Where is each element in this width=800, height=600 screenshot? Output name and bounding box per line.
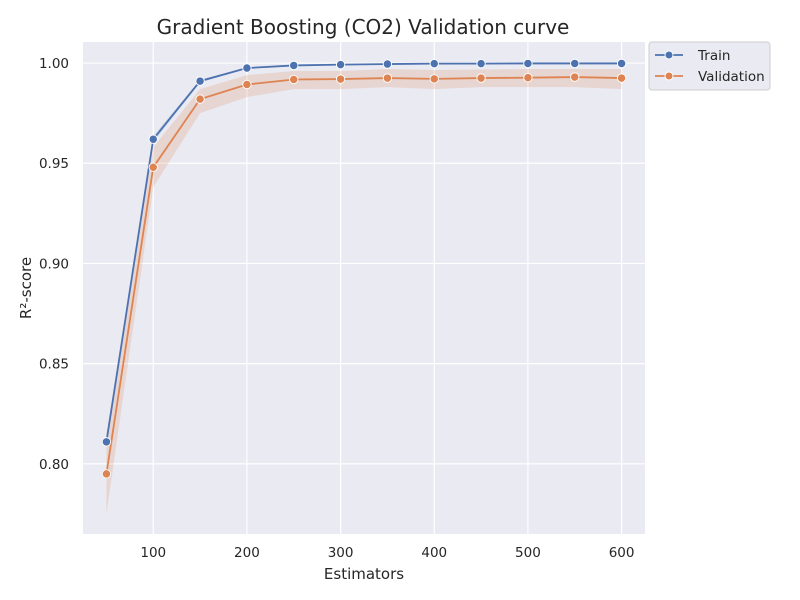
series-points	[101, 58, 627, 479]
train-point	[570, 58, 580, 69]
x-tick-labels: 100 200 300 400 500 600	[140, 545, 634, 561]
train-point	[616, 58, 627, 69]
legend: Train Validation	[648, 41, 771, 91]
plot-area	[83, 42, 645, 534]
series-lines	[105, 62, 622, 475]
validation-point	[382, 73, 393, 83]
train-point	[476, 58, 486, 69]
x-tick-label: 600	[609, 545, 635, 561]
grid-lines	[83, 42, 645, 534]
legend-label-validation: Validation	[698, 69, 765, 85]
legend-box	[648, 41, 771, 91]
train-point	[195, 76, 205, 86]
x-tick-label: 300	[328, 545, 354, 561]
y-tick-label: 0.85	[39, 357, 69, 373]
x-tick-label: 100	[140, 545, 166, 561]
y-tick-label: 0.90	[39, 256, 69, 272]
validation-point	[101, 469, 112, 479]
validation-point	[242, 79, 252, 90]
validation-point	[289, 74, 299, 85]
train-point	[429, 58, 439, 69]
train-point	[148, 134, 158, 144]
y-axis-label: R²-score	[17, 257, 35, 319]
validation-point	[523, 73, 533, 83]
x-axis-label: Estimators	[324, 565, 404, 583]
validation-point	[148, 162, 158, 172]
validation-point	[429, 74, 439, 84]
y-tick-label: 0.95	[39, 156, 69, 172]
train-line	[105, 62, 622, 442]
validation-line	[105, 76, 622, 475]
y-tick-labels: 0.80 0.85 0.90 0.95 1.00	[39, 56, 69, 473]
y-tick-label: 0.80	[39, 457, 69, 473]
y-tick-label: 1.00	[39, 56, 69, 72]
x-tick-label: 500	[515, 545, 541, 561]
x-tick-label: 400	[421, 545, 447, 561]
chart-title: Gradient Boosting (CO2) Validation curve	[157, 15, 570, 39]
legend-marker-train-dot	[664, 50, 674, 60]
train-point	[335, 59, 346, 70]
train-point	[101, 437, 112, 447]
train-point	[382, 59, 393, 69]
train-point	[242, 63, 252, 73]
train-point	[523, 58, 533, 69]
legend-label-train: Train	[697, 48, 730, 64]
train-point	[289, 60, 299, 71]
validation-point	[476, 73, 486, 83]
validation-point	[335, 74, 346, 84]
x-tick-label: 200	[234, 545, 260, 561]
validation-point	[195, 94, 205, 104]
validation-point	[570, 72, 580, 82]
legend-marker-validation-dot	[664, 71, 674, 81]
validation-point	[616, 73, 627, 83]
